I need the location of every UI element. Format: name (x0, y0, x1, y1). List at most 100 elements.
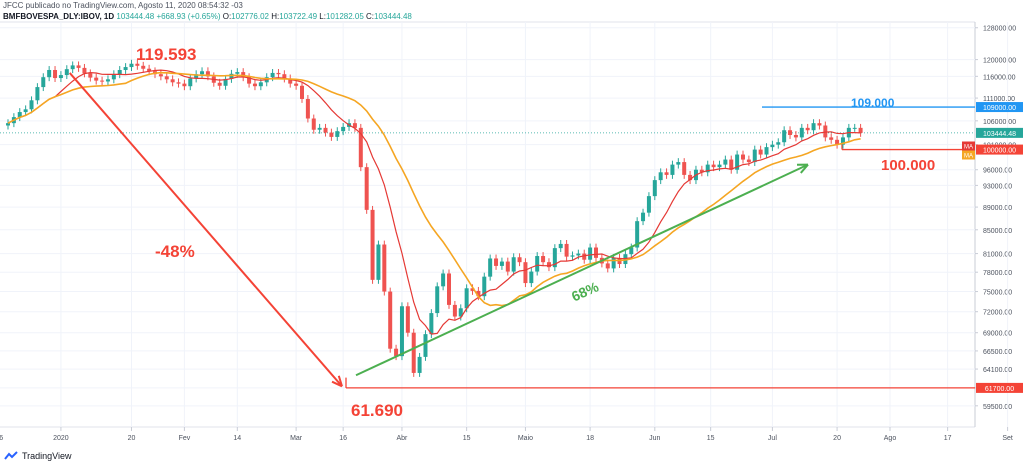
candle-body (511, 257, 516, 272)
candle-body (746, 159, 751, 163)
candle-body (699, 169, 704, 173)
candle-body (229, 73, 234, 79)
price-label-box (976, 127, 1023, 138)
candlestick-series (6, 59, 863, 377)
open-value: 102776.02 (231, 12, 269, 21)
candle-body (223, 78, 228, 86)
y-tick-label: 93000.00 (983, 183, 1012, 190)
candle-body (29, 100, 34, 110)
candle-body (164, 76, 169, 80)
candle-body (141, 65, 146, 69)
candle-body (158, 74, 163, 77)
x-tick-label: 14 (233, 435, 241, 442)
candle-body (117, 69, 122, 75)
candle-body (294, 83, 299, 86)
rally-arrow (355, 163, 809, 377)
annotation-low-61690: 61.690 (351, 401, 403, 420)
ohlc-legend: BMFBOVESPA_DLY:IBOV, 1D 103444.48 +668.9… (3, 12, 412, 21)
candle-body (482, 276, 487, 297)
candle-body (541, 256, 546, 263)
candle-body (288, 78, 293, 84)
candle-body (488, 258, 493, 277)
y-tick-label: 69000.00 (983, 331, 1012, 338)
candle-body (241, 72, 246, 78)
candle-body (405, 306, 410, 333)
x-tick-label: 15 (463, 435, 471, 442)
annotation-high-119593: 119.593 (136, 45, 197, 64)
rally-arrow-head (796, 163, 809, 174)
candle-body (129, 63, 134, 68)
candle-body (276, 72, 281, 75)
decline-arrow (68, 72, 343, 387)
candle-body (570, 255, 575, 257)
candle-body (552, 248, 557, 268)
low-label: L: (319, 12, 326, 21)
ma-label-box (962, 150, 975, 160)
candle-body (323, 127, 328, 133)
candle-body (358, 127, 363, 168)
ma-label-box (962, 141, 975, 151)
annotation-100000: 100.000 (881, 157, 935, 174)
price-axis[interactable]: 128000.00 120000.00 116000.00 111000.00 1060… (0, 26, 1016, 411)
symbol-label[interactable]: BMFBOVESPA_DLY:IBOV, 1D (3, 12, 115, 21)
candle-body (311, 118, 316, 130)
candle-body (382, 244, 387, 292)
candle-body (676, 162, 681, 165)
candle-body (858, 127, 863, 133)
tradingview-logo-icon (4, 451, 18, 460)
price-label-box (976, 102, 1023, 113)
candle-body (635, 221, 640, 248)
candle-body (64, 69, 69, 76)
candle-body (829, 137, 834, 140)
price-label-text: 61700.00 (985, 386, 1014, 393)
time-axis[interactable]: 16202020Fev14Mar16Abr15Maio18Jun15Jul20A… (0, 22, 1013, 442)
candle-body (711, 164, 716, 168)
candle-body (394, 348, 399, 357)
last-price: 103444.48 (116, 12, 155, 21)
candle-body (646, 196, 651, 213)
candle-body (123, 67, 128, 70)
candle-body (235, 72, 240, 74)
candle-body (793, 134, 798, 138)
candle-body (623, 254, 628, 265)
candle-body (840, 137, 845, 145)
candle-body (105, 79, 110, 82)
y-tick-label: 96000.00 (983, 168, 1012, 175)
candle-body (300, 85, 304, 99)
candle-body (764, 147, 769, 155)
candle-body (805, 127, 810, 131)
x-tick-label: 2020 (53, 435, 69, 442)
price-change: +668.93 (+0.65%) (156, 12, 221, 21)
candle-body (388, 291, 393, 349)
x-tick-label: Abr (397, 435, 409, 442)
y-tick-label: 75000.00 (983, 290, 1012, 297)
candle-body (788, 130, 793, 135)
candle-body (664, 172, 669, 175)
candle-body (252, 83, 257, 87)
candle-body (170, 79, 175, 83)
candle-body (670, 164, 675, 175)
close-label: C: (366, 12, 375, 21)
candle-body (217, 82, 222, 86)
annotation-drop-pct: -48% (155, 242, 195, 261)
price-label-box (976, 144, 1023, 155)
price-label-text: 100000.00 (983, 148, 1016, 155)
x-tick-label: 15 (707, 435, 715, 442)
candle-body (399, 306, 404, 357)
candle-body (205, 71, 210, 77)
candle-body (35, 87, 40, 101)
x-tick-label: 17 (944, 435, 952, 442)
candle-body (176, 82, 181, 84)
tradingview-footer[interactable]: TradingView (4, 449, 72, 463)
candle-body (705, 164, 710, 173)
candle-body (682, 162, 687, 175)
candle-body (423, 334, 428, 357)
candle-body (429, 313, 434, 335)
candle-body (182, 83, 187, 87)
candle-body (752, 149, 757, 163)
candle-body (688, 174, 693, 181)
candle-body (370, 209, 375, 280)
candle-body (523, 262, 528, 284)
candle-body (364, 167, 369, 210)
